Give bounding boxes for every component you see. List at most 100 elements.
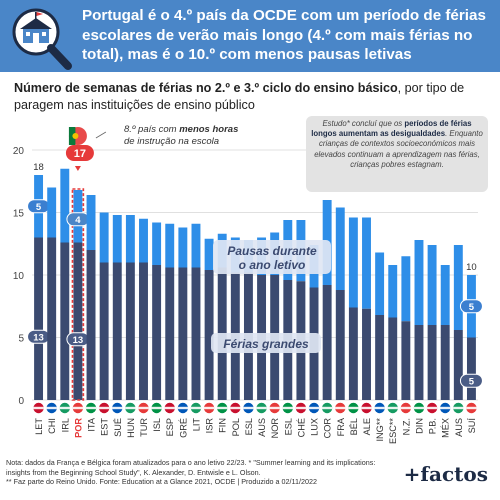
country-flag-icon (400, 402, 412, 414)
bar-summer (99, 262, 109, 400)
country-flag-icon (321, 402, 333, 414)
x-category-label: MÉX (441, 418, 451, 438)
rank-badge-value: 17 (74, 148, 86, 160)
bar-breaks (178, 227, 188, 268)
footer-note-line1: Nota: dados da França e Bélgica foram at… (6, 458, 376, 477)
country-flag-icon (138, 402, 149, 414)
bar-summer (125, 262, 135, 400)
pt-flag-green (68, 127, 76, 145)
flag-stripe (203, 406, 215, 410)
flag-stripe (295, 406, 307, 410)
school-magnifier-icon (12, 8, 72, 70)
x-category-label: EST (100, 418, 110, 436)
x-category-label: GRÉ (178, 418, 188, 438)
flag-stripe (361, 406, 372, 410)
country-flag-icon (269, 402, 280, 414)
flag-stripe (282, 406, 293, 410)
country-flag-icon (295, 402, 307, 414)
bar-breaks (204, 238, 214, 270)
flag-stripe (46, 406, 57, 410)
x-category-label: LIT (191, 418, 201, 432)
x-category-label: SUÉ (113, 418, 123, 437)
flag-stripe (190, 406, 202, 410)
flag-stripe (125, 406, 136, 410)
hours-note-c: de instrução na escola (124, 136, 220, 147)
flag-stripe (335, 406, 346, 410)
country-flag-icon (282, 402, 293, 414)
flag-stripe (413, 406, 425, 410)
series-label-summer: Férias grandes (223, 337, 309, 351)
country-flag-icon (112, 402, 123, 414)
footer-note-line2: ** Faz parte do Reino Unido. Fonte: Educ… (6, 477, 317, 486)
flag-stripe (440, 406, 451, 410)
x-category-label: AUS (454, 418, 464, 437)
bar-summer (165, 267, 175, 400)
annotation-leader (95, 131, 107, 139)
bar-summer (401, 321, 411, 400)
rank-badge-bg (65, 145, 94, 161)
study-note-box: Estudo* concluí que os períodos de féria… (306, 116, 488, 192)
portugal-highlight-outline (71, 188, 85, 401)
x-category-label: ING** (375, 418, 385, 442)
bar-breaks (414, 240, 424, 325)
country-flag-icon (453, 402, 464, 414)
flag-stripe (308, 406, 320, 410)
flag-stripe (59, 406, 70, 410)
country-flag-icon (440, 402, 451, 414)
y-tick-label: 15 (13, 209, 25, 220)
series-label-breaks-bg (213, 240, 331, 274)
country-flag-icon (413, 402, 425, 414)
x-category-label: BÉL (349, 418, 359, 435)
series-label-breaks: Pausas durante (227, 244, 317, 258)
bar-breaks (139, 218, 148, 263)
bar-summer (466, 337, 476, 400)
study-note-a: Estudo* concluí que os (322, 119, 405, 128)
bar-summer (388, 317, 398, 400)
x-category-label: SUÍ (467, 418, 477, 434)
bar-summer (152, 265, 162, 400)
country-flag-icon (98, 402, 110, 414)
bar-summer (139, 262, 148, 400)
total-label: 10 (466, 262, 477, 273)
study-note-b: períodos de férias longos aumentam as de… (311, 119, 472, 139)
country-flag-icon (203, 402, 215, 414)
y-tick-label: 10 (13, 271, 25, 282)
bar-summer (112, 262, 122, 400)
country-flag-icon (426, 402, 438, 414)
flag-stripe (33, 406, 44, 410)
country-flag-icon (125, 402, 136, 414)
bar-summer (204, 270, 214, 400)
x-category-label: LET (34, 418, 44, 435)
country-flag-icon (387, 402, 398, 414)
country-flag-icon (230, 402, 241, 414)
bar-breaks (47, 187, 57, 238)
bar-breaks (86, 195, 96, 250)
country-flag-icon (466, 402, 477, 414)
x-category-label: ITA (87, 417, 97, 431)
x-category-label: TUR (139, 418, 149, 437)
bar-summer (322, 285, 332, 400)
bar-breaks (440, 265, 450, 325)
bar-breaks (427, 245, 437, 325)
bar-breaks (99, 212, 109, 263)
bar-summer (73, 242, 83, 400)
bar-summer (60, 242, 70, 400)
flag-stripe (321, 406, 333, 410)
country-flag-icon (243, 402, 254, 414)
flag-stripe (151, 406, 162, 410)
x-category-label: DIN (414, 418, 424, 434)
summer-segment-label: 13 (73, 335, 84, 346)
x-category-label: ESP (165, 418, 175, 436)
flag-stripe (98, 406, 110, 410)
chart-subtitle: Número de semanas de férias no 2.º e 3.º… (14, 80, 494, 114)
x-category-label: ISR (205, 418, 215, 434)
bar-summer (427, 325, 437, 400)
bar-breaks (112, 215, 122, 263)
x-category-label: ALE (362, 418, 372, 435)
country-flag-icon (374, 402, 385, 414)
country-flag-icon (46, 402, 57, 414)
bar-breaks (388, 265, 398, 318)
x-category-label: POL (231, 418, 241, 436)
bar-summer (86, 250, 96, 400)
bar-breaks (165, 223, 175, 268)
